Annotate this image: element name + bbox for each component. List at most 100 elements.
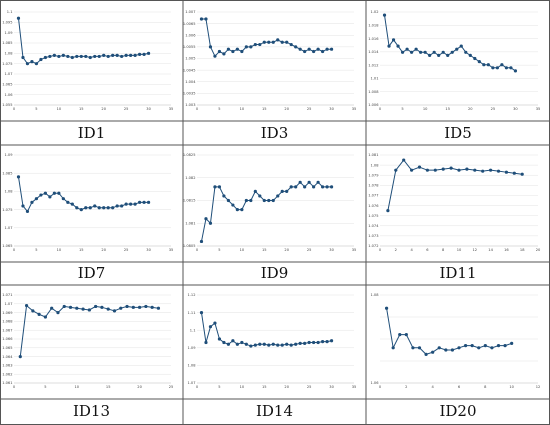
data-point (463, 344, 468, 348)
chart-id-label: ID5 (444, 124, 472, 142)
y-tick-label: 1.066 (2, 337, 13, 341)
data-point (307, 180, 311, 184)
data-point (298, 180, 302, 184)
x-tick-label: 10 (509, 385, 514, 389)
data-point (199, 239, 204, 244)
y-tick-label: 1.1 (190, 328, 196, 332)
data-point (289, 343, 293, 347)
x-tick-label: 6 (426, 248, 429, 252)
data-point (271, 40, 275, 44)
data-point (276, 38, 280, 42)
y-tick-label: 1.07 (4, 226, 12, 230)
data-point (142, 200, 146, 204)
y-tick-label: 1.069 (2, 311, 13, 315)
data-point (294, 342, 298, 346)
data-point (303, 49, 307, 54)
y-tick-label: 1.003 (185, 103, 195, 107)
data-point (102, 53, 106, 58)
x-tick-label: 20 (536, 248, 541, 252)
x-tick-label: 20 (468, 107, 473, 111)
y-tick-label: 1.018 (368, 23, 379, 27)
x-tick-label: 30 (146, 107, 151, 111)
x-tick-label: 15 (106, 385, 111, 389)
data-point (204, 17, 208, 21)
chart-id13: 1.071 1.07 1.069 1.068 1.067 1.066 1.065 1.064 1… (2, 293, 173, 389)
x-tick-label: 5 (401, 107, 403, 111)
y-tick-label: 1.061 (2, 381, 12, 385)
data-point (235, 47, 239, 51)
data-point (120, 54, 124, 59)
data-point (391, 346, 395, 350)
data-point (231, 339, 235, 343)
data-point (93, 204, 97, 208)
data-point (473, 168, 477, 172)
data-point (417, 165, 422, 169)
data-point (88, 206, 92, 210)
y-tick-label: 1.005 (185, 57, 195, 61)
x-tick-label: 20 (101, 107, 106, 111)
data-point (441, 50, 445, 54)
data-point (520, 172, 524, 176)
data-point (483, 344, 487, 348)
data-point (285, 40, 289, 44)
x-tick-label: 35 (169, 107, 174, 111)
data-point (217, 49, 222, 54)
data-point (87, 308, 91, 312)
y-tick-label: 1.12 (187, 293, 195, 297)
data-point (432, 50, 436, 54)
x-tick-label: 5 (218, 107, 220, 111)
y-tick-label: 1.08 (370, 293, 379, 297)
y-tick-label: 1.095 (2, 21, 12, 25)
y-tick-label: 1.067 (2, 328, 12, 332)
data-point (30, 60, 34, 64)
x-tick-label: 10 (457, 248, 462, 252)
y-tick-label: 1.11 (187, 311, 195, 315)
data-point (449, 166, 453, 170)
data-point (208, 45, 213, 49)
data-point (276, 194, 280, 198)
y-tick-label: 1.0815 (183, 199, 196, 203)
chart-id-label: ID13 (72, 402, 111, 420)
data-point (391, 38, 396, 42)
data-point (490, 346, 494, 350)
x-tick-label: 35 (536, 107, 541, 111)
data-point (382, 13, 387, 17)
data-point (106, 307, 110, 311)
data-point (156, 306, 161, 310)
data-point (131, 305, 135, 309)
data-point (329, 339, 334, 343)
data-point (280, 343, 284, 347)
data-point (94, 304, 98, 309)
x-tick-label: 30 (329, 385, 334, 389)
data-point (217, 337, 222, 341)
data-point (39, 57, 43, 62)
x-tick-label: 4 (432, 385, 435, 389)
chart-id14: 1.12 1.11 1.1 1.09 1.08 1.070 5 10 15 20 25 30 35 (187, 293, 356, 389)
y-tick-label: 1.012 (368, 63, 378, 67)
data-point (226, 198, 230, 203)
y-tick-label: 1.055 (2, 103, 12, 107)
data-point (235, 208, 239, 212)
y-tick-label: 1.006 (368, 103, 379, 107)
y-tick-label: 1.0055 (183, 45, 196, 49)
data-point (400, 50, 405, 54)
y-tick-label: 1.08 (4, 190, 13, 194)
x-tick-label: 30 (329, 107, 334, 111)
data-point (431, 350, 435, 354)
data-point (213, 321, 217, 325)
y-tick-label: 1.0045 (183, 68, 196, 72)
data-point (496, 344, 501, 348)
data-point (316, 340, 320, 345)
data-point (31, 309, 35, 313)
y-tick-label: 1.065 (2, 244, 12, 248)
data-point (500, 63, 504, 67)
data-point (244, 198, 248, 203)
data-point (280, 40, 284, 44)
data-point (217, 185, 222, 189)
data-point (244, 45, 248, 49)
data-point (329, 185, 334, 189)
data-point (146, 51, 151, 55)
data-point (56, 311, 60, 315)
